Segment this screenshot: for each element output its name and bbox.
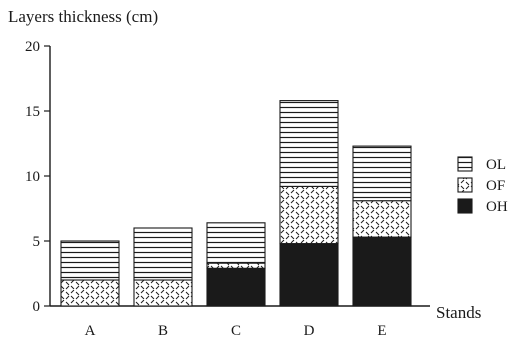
x-tick-label: A <box>85 323 96 339</box>
bar-segment-oh-d <box>279 243 339 307</box>
bar-segment-oh-c <box>206 267 266 307</box>
bar-segment-oh-e <box>352 236 412 307</box>
bar-segment-of-e <box>352 200 412 238</box>
legend-label-ol: OL <box>486 157 506 173</box>
bar-segment-ol-d <box>279 100 339 187</box>
bar-segment-ol-e <box>352 145 412 202</box>
legend-label-of: OF <box>486 178 505 194</box>
legend-label-oh: OH <box>486 199 508 215</box>
x-tick-label: B <box>158 323 168 339</box>
x-axis-label: Stands <box>436 303 481 322</box>
x-tick-labels: A B C D E <box>85 323 387 339</box>
legend: OL OF OH <box>457 156 508 215</box>
x-tick-label: E <box>377 323 386 339</box>
x-tick-label: D <box>304 323 315 339</box>
legend-swatch-ol <box>457 156 473 172</box>
y-axis-label: Layers thickness (cm) <box>8 7 158 26</box>
bar-segment-of-a <box>60 279 120 307</box>
bar-segment-ol-a <box>60 240 120 281</box>
y-tick-label: 15 <box>25 104 40 120</box>
bars <box>60 100 412 307</box>
y-ticks: 0 5 10 15 20 <box>25 39 50 315</box>
y-tick-label: 0 <box>33 299 41 315</box>
bar-segment-of-b <box>133 279 193 307</box>
legend-swatch-oh <box>457 198 473 214</box>
bar-segment-ol-b <box>133 227 193 281</box>
bar-segment-of-d <box>279 185 339 245</box>
y-tick-label: 10 <box>25 169 40 185</box>
bar-segment-ol-c <box>206 222 266 264</box>
legend-swatch-of <box>457 177 473 193</box>
x-tick-label: C <box>231 323 241 339</box>
bar-segment-of-c <box>206 262 266 269</box>
y-tick-label: 5 <box>33 234 41 250</box>
y-tick-label: 20 <box>25 39 40 55</box>
